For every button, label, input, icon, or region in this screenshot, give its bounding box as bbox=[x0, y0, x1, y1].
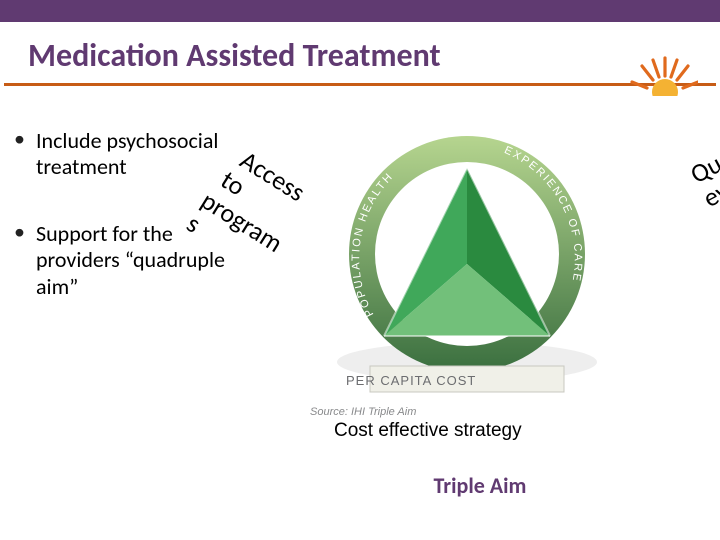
source-label: Source: IHI Triple Aim bbox=[310, 406, 416, 418]
bullet-item: Include psychosocial treatment bbox=[10, 128, 250, 181]
label-quality: Quality – evidence based practices bbox=[686, 120, 720, 261]
bullet-text: Include psychosocial treatment bbox=[36, 127, 218, 180]
top-bar bbox=[0, 0, 720, 22]
triple-aim-caption: Triple Aim bbox=[250, 472, 710, 499]
triple-aim-diagram: POPULATION HEALTH EXPERIENCE OF CARE bbox=[312, 114, 622, 414]
per-capita-label: PER CAPITA COST bbox=[346, 373, 476, 388]
bullet-list: Include psychosocial treatment Support f… bbox=[10, 110, 250, 470]
page-title: Medication Assisted Treatment bbox=[28, 36, 441, 75]
title-row: Medication Assisted Treatment bbox=[0, 22, 720, 83]
sun-logo bbox=[628, 46, 698, 101]
label-cost: Cost effective strategy bbox=[334, 420, 522, 442]
content-area: Include psychosocial treatment Support f… bbox=[0, 86, 720, 470]
diagram-area: Access to program s Quality – evidence b… bbox=[250, 110, 710, 470]
